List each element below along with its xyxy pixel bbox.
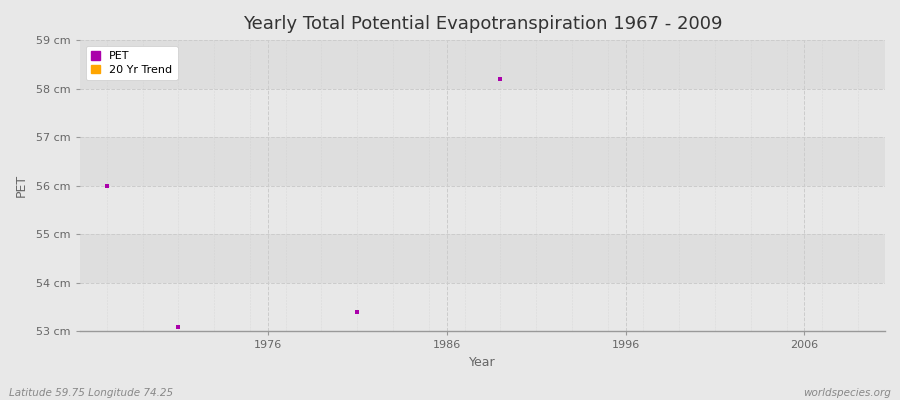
Bar <box>80 283 885 332</box>
Text: Latitude 59.75 Longitude 74.25: Latitude 59.75 Longitude 74.25 <box>9 388 173 398</box>
Y-axis label: PET: PET <box>15 174 28 197</box>
Text: worldspecies.org: worldspecies.org <box>803 388 891 398</box>
X-axis label: Year: Year <box>469 356 496 369</box>
Bar <box>80 186 885 234</box>
Bar <box>80 40 885 89</box>
Point <box>350 309 365 315</box>
Bar <box>80 137 885 186</box>
Point <box>171 323 185 330</box>
Point <box>100 182 114 189</box>
Bar <box>80 89 885 137</box>
Point <box>493 76 508 82</box>
Title: Yearly Total Potential Evapotranspiration 1967 - 2009: Yearly Total Potential Evapotranspiratio… <box>243 15 722 33</box>
Legend: PET, 20 Yr Trend: PET, 20 Yr Trend <box>86 46 177 80</box>
Bar <box>80 234 885 283</box>
